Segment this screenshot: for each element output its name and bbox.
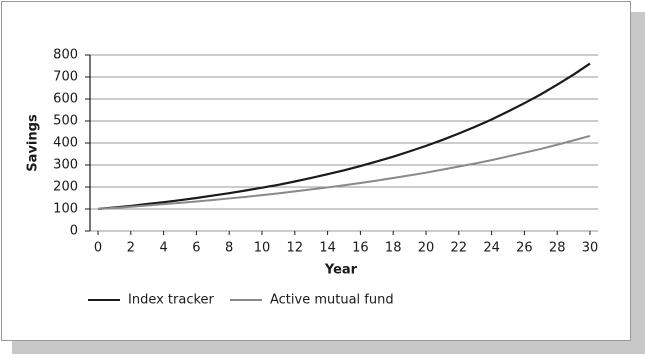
y-tick-label: 200 xyxy=(53,180,78,195)
x-tick-label: 24 xyxy=(483,241,500,256)
y-axis-label: Savings xyxy=(26,114,41,172)
x-tick-label: 20 xyxy=(418,241,435,256)
y-tick-label: 100 xyxy=(53,202,78,217)
y-tick-label: 800 xyxy=(53,48,78,63)
x-tick-label: 26 xyxy=(516,241,533,256)
x-tick-label: 18 xyxy=(385,241,402,256)
x-axis-label: Year xyxy=(324,263,358,278)
x-tick-label: 14 xyxy=(319,241,336,256)
x-tick-label: 10 xyxy=(254,241,271,256)
x-tick-label: 30 xyxy=(582,241,599,256)
x-tick-label: 2 xyxy=(127,241,135,256)
x-tick-label: 16 xyxy=(352,241,369,256)
x-tick-label: 0 xyxy=(94,241,102,256)
y-tick-label: 300 xyxy=(53,158,78,173)
x-tick-label: 6 xyxy=(192,241,200,256)
y-tick-label: 0 xyxy=(70,224,78,239)
legend-label: Index tracker xyxy=(128,293,215,308)
y-tick-label: 600 xyxy=(53,92,78,107)
frame xyxy=(1,1,631,341)
y-tick-label: 700 xyxy=(53,70,78,85)
x-tick-label: 28 xyxy=(549,241,566,256)
series-line xyxy=(97,134,591,210)
y-tick-label: 400 xyxy=(53,136,78,151)
legend-label: Active mutual fund xyxy=(270,293,394,308)
x-tick-label: 4 xyxy=(159,241,167,256)
y-tick-label: 500 xyxy=(53,114,78,129)
x-tick-label: 12 xyxy=(287,241,304,256)
x-tick-label: 8 xyxy=(225,241,233,256)
x-tick-label: 22 xyxy=(451,241,468,256)
series-line xyxy=(97,62,591,211)
